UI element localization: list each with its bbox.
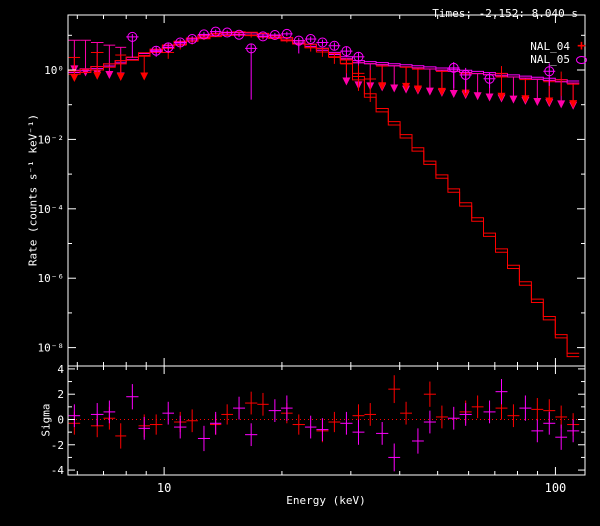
svg-text:10⁻⁶: 10⁻⁶ bbox=[38, 272, 65, 285]
legend-item-nal05: NAL_05 bbox=[530, 53, 587, 66]
sigma-residuals-nal05 bbox=[68, 379, 580, 472]
svg-text:2: 2 bbox=[57, 388, 64, 401]
time-range-label: Times: -2.152: 8.040 s bbox=[432, 7, 578, 20]
svg-text:4: 4 bbox=[57, 363, 64, 376]
svg-text:0: 0 bbox=[57, 413, 64, 426]
legend: NAL_04 + NAL_05 bbox=[530, 38, 587, 66]
nal04-upper-limits bbox=[68, 51, 580, 109]
nal05-points bbox=[126, 26, 556, 100]
legend-label-nal04: NAL_04 bbox=[530, 40, 570, 53]
svg-text:10: 10 bbox=[157, 481, 171, 495]
nal04-data-histogram bbox=[68, 31, 580, 354]
nal04-model-histogram bbox=[68, 34, 580, 358]
svg-text:10⁻⁴: 10⁻⁴ bbox=[38, 203, 65, 216]
svg-text:10⁻²: 10⁻² bbox=[38, 133, 65, 146]
energy-axis-label: Energy (keV) bbox=[286, 494, 366, 507]
axes-frame: 10 100 10⁰ 10⁻² 10⁻⁴ 10⁻⁶ 10⁻⁸ -4 -2 0 2 4 bbox=[38, 14, 586, 495]
svg-text:10⁻⁸: 10⁻⁸ bbox=[38, 342, 65, 355]
rate-axis-label: Rate (counts s⁻¹ keV⁻¹) bbox=[26, 113, 40, 267]
legend-label-nal05: NAL_05 bbox=[530, 53, 570, 66]
sigma-residuals-nal04 bbox=[68, 375, 580, 449]
circle-marker-icon bbox=[576, 55, 587, 64]
svg-text:-2: -2 bbox=[51, 439, 64, 452]
svg-text:100: 100 bbox=[545, 481, 567, 495]
svg-text:-4: -4 bbox=[51, 464, 65, 477]
legend-item-nal04: NAL_04 + bbox=[530, 38, 587, 54]
svg-text:10⁰: 10⁰ bbox=[44, 64, 64, 77]
sigma-panel bbox=[68, 375, 585, 472]
plus-marker-icon: + bbox=[577, 38, 586, 54]
sigma-axis-label: Sigma bbox=[39, 403, 53, 437]
rate-panel bbox=[68, 26, 580, 358]
